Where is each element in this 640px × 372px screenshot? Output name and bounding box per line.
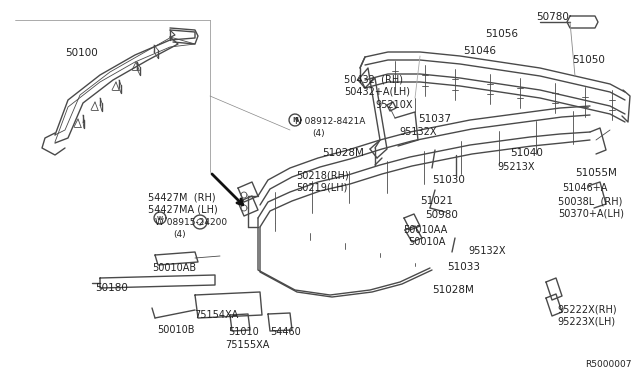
Text: 50038L  (RH): 50038L (RH) — [558, 196, 622, 206]
Text: 51040: 51040 — [510, 148, 543, 158]
Text: 75154XA: 75154XA — [194, 310, 238, 320]
Text: 50219(LH): 50219(LH) — [296, 182, 348, 192]
Text: 95132X: 95132X — [468, 246, 506, 256]
Text: 50432  (RH): 50432 (RH) — [344, 75, 403, 85]
Text: 51056: 51056 — [485, 29, 518, 39]
Text: 51030: 51030 — [432, 175, 465, 185]
Text: 51021: 51021 — [420, 196, 453, 206]
Text: 54427M  (RH): 54427M (RH) — [148, 192, 216, 202]
Text: 50370+A(LH): 50370+A(LH) — [558, 208, 624, 218]
Text: 51037: 51037 — [418, 114, 451, 124]
Text: 95223X(LH): 95223X(LH) — [557, 317, 615, 327]
Text: 95210X: 95210X — [375, 100, 413, 110]
Text: 50100: 50100 — [65, 48, 98, 58]
Text: 50432+A(LH): 50432+A(LH) — [344, 87, 410, 97]
Text: N 08912-8421A: N 08912-8421A — [295, 117, 365, 126]
Text: 50780: 50780 — [536, 12, 569, 22]
Text: 51010: 51010 — [228, 327, 259, 337]
Text: 51028M: 51028M — [432, 285, 474, 295]
Text: 50010B: 50010B — [157, 325, 195, 335]
Text: 51046+A: 51046+A — [562, 183, 607, 193]
Text: 50010AB: 50010AB — [152, 263, 196, 273]
Text: 54427MA (LH): 54427MA (LH) — [148, 204, 218, 214]
Text: R5000007: R5000007 — [585, 360, 632, 369]
Text: 51033: 51033 — [447, 262, 480, 272]
Text: 95213X: 95213X — [497, 162, 534, 172]
Text: 50218(RH): 50218(RH) — [296, 170, 349, 180]
Text: W: W — [157, 215, 163, 221]
Text: 95132X: 95132X — [399, 127, 436, 137]
Text: N: N — [292, 117, 298, 123]
Text: 51055M: 51055M — [575, 168, 617, 178]
Text: 50980: 50980 — [425, 210, 458, 220]
Text: 50010A: 50010A — [408, 237, 445, 247]
Text: 95222X(RH): 95222X(RH) — [557, 305, 616, 315]
Text: 50180: 50180 — [95, 283, 128, 293]
Text: 51050: 51050 — [572, 55, 605, 65]
Text: 51028M: 51028M — [322, 148, 364, 158]
Text: 51046: 51046 — [463, 46, 496, 56]
Text: W 08915-24200: W 08915-24200 — [155, 218, 227, 227]
Text: 75155XA: 75155XA — [225, 340, 269, 350]
Text: 50010AA: 50010AA — [403, 225, 447, 235]
Text: (4): (4) — [173, 230, 186, 239]
Text: (4): (4) — [312, 129, 324, 138]
Text: 54460: 54460 — [270, 327, 301, 337]
